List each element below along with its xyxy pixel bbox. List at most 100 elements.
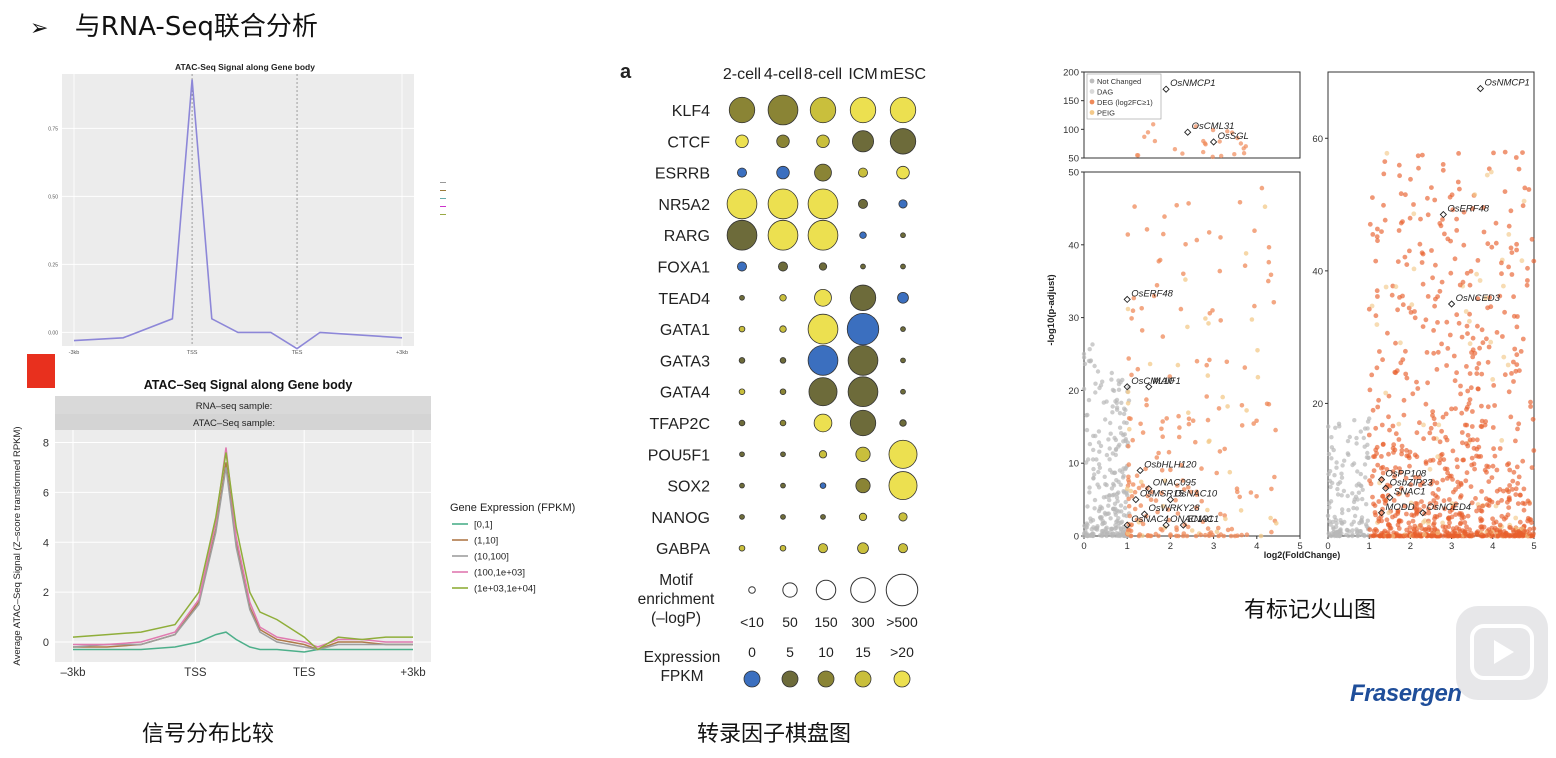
volcano-point — [1454, 228, 1460, 233]
atac-bottom-series-line — [73, 447, 413, 648]
volcano-point — [1185, 324, 1190, 330]
volcano-point — [1239, 423, 1245, 428]
volcano-point — [1372, 510, 1378, 515]
volcano-point — [1454, 370, 1459, 376]
volcano-point — [1380, 357, 1385, 363]
volcano-point — [1145, 533, 1150, 539]
volcano-point — [1194, 358, 1200, 364]
volcano-point — [1203, 532, 1208, 538]
volcano-point — [1445, 346, 1451, 351]
legend-label: (1,10] — [474, 536, 498, 547]
volcano-point — [1459, 410, 1465, 416]
volcano-point — [1095, 482, 1100, 487]
volcano-point — [1412, 315, 1418, 321]
volcano-point — [1125, 493, 1130, 498]
volcano-point — [1328, 499, 1334, 504]
volcano-point — [1434, 480, 1440, 486]
volcano-point — [1487, 295, 1493, 300]
volcano-xtick: 0 — [1325, 541, 1330, 552]
volcano-gene-label: OsNCED4 — [1427, 502, 1471, 513]
volcano-point — [1425, 294, 1431, 299]
volcano-point — [1218, 511, 1223, 517]
volcano-point — [1103, 482, 1108, 487]
volcano-point — [1455, 479, 1461, 485]
video-play-button[interactable] — [1456, 606, 1548, 700]
volcano-point — [1379, 229, 1384, 235]
volcano-point — [1430, 275, 1435, 281]
volcano-point — [1514, 464, 1520, 470]
size-legend-title: (–logP) — [651, 610, 701, 627]
volcano-point — [1210, 127, 1216, 133]
legend-label: (1e+03,1e+04] — [474, 584, 536, 595]
volcano-point — [1467, 282, 1473, 288]
volcano-point — [1173, 497, 1178, 503]
volcano-point — [1329, 531, 1335, 536]
tf-dot — [738, 325, 746, 333]
volcano-point — [1103, 512, 1108, 517]
volcano-point — [1497, 446, 1503, 451]
tf-row-label: TEAD4 — [658, 291, 710, 308]
volcano-point — [1441, 457, 1447, 462]
volcano-point — [1460, 457, 1466, 463]
legend-label: [0,1] — [474, 520, 493, 531]
volcano-point — [1354, 506, 1360, 511]
volcano-point — [1392, 474, 1397, 479]
volcano-point — [1339, 471, 1344, 476]
volcano-point — [1462, 520, 1468, 525]
volcano-point — [1135, 366, 1141, 372]
volcano-point — [1329, 456, 1334, 461]
volcano-point — [1326, 471, 1331, 477]
volcano-xtick: 5 — [1297, 541, 1302, 552]
volcano-point — [1166, 449, 1172, 455]
volcano-point — [1225, 404, 1230, 409]
volcano-point — [1397, 466, 1402, 471]
volcano-point — [1384, 517, 1390, 523]
volcano-point — [1107, 457, 1112, 462]
color-legend-circle — [854, 670, 872, 688]
atac-top-xtick: +3kb — [396, 350, 408, 356]
volcano-point — [1132, 204, 1137, 209]
volcano-point — [1531, 526, 1537, 531]
volcano-point — [1433, 262, 1438, 268]
volcano-gene-label: MAIF1 — [1153, 376, 1181, 387]
volcano-point — [1237, 200, 1243, 205]
volcano-point — [1423, 459, 1429, 465]
volcano-point — [1332, 514, 1337, 520]
volcano-point — [1469, 350, 1474, 355]
tf-dot — [809, 96, 837, 124]
volcano-point — [1108, 431, 1113, 436]
volcano-point — [1461, 530, 1467, 535]
volcano-point — [1326, 424, 1331, 429]
volcano-point — [1125, 389, 1131, 395]
volcano-point — [1408, 482, 1414, 487]
volcano-point — [1364, 524, 1369, 529]
volcano-point — [1371, 501, 1376, 507]
volcano-point — [1528, 399, 1533, 405]
volcano-point — [1361, 435, 1366, 441]
volcano-point — [1475, 296, 1481, 301]
volcano-point — [1421, 519, 1426, 525]
volcano-point — [1467, 341, 1473, 347]
volcano-point — [1180, 533, 1186, 539]
volcano-point — [1207, 311, 1213, 316]
volcano-highlight-marker — [1123, 295, 1131, 304]
tf-row-label: FOXA1 — [658, 260, 711, 277]
volcano-point — [1484, 172, 1490, 178]
volcano-point — [1116, 444, 1121, 449]
volcano-point — [1414, 430, 1420, 436]
volcano-point — [1132, 489, 1138, 495]
panel-label-a: a — [620, 61, 632, 83]
volcano-point — [1490, 377, 1496, 382]
volcano-point — [1175, 362, 1181, 368]
volcano-point — [1442, 506, 1447, 512]
volcano-point — [1373, 313, 1379, 319]
volcano-point — [1353, 494, 1359, 499]
volcano-point — [1485, 241, 1491, 247]
tf-dot — [847, 345, 879, 376]
volcano-point — [1507, 483, 1512, 488]
volcano-point — [1346, 507, 1351, 513]
volcano-point — [1269, 486, 1274, 492]
volcano-point — [1510, 478, 1516, 484]
volcano-point — [1431, 436, 1437, 441]
tf-dot — [780, 451, 786, 458]
